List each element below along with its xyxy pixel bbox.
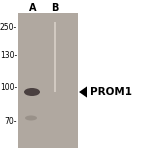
Text: A: A (29, 3, 37, 13)
Ellipse shape (24, 88, 40, 96)
Ellipse shape (25, 116, 37, 121)
Text: 100-: 100- (0, 84, 17, 93)
Bar (54, 22, 56, 92)
Text: B: B (51, 3, 59, 13)
Bar (18, 13, 78, 148)
Text: PROM1: PROM1 (90, 87, 132, 97)
Text: 70-: 70- (4, 118, 17, 127)
Polygon shape (79, 86, 87, 98)
Text: 130-: 130- (0, 50, 17, 60)
Text: 250-: 250- (0, 24, 17, 32)
